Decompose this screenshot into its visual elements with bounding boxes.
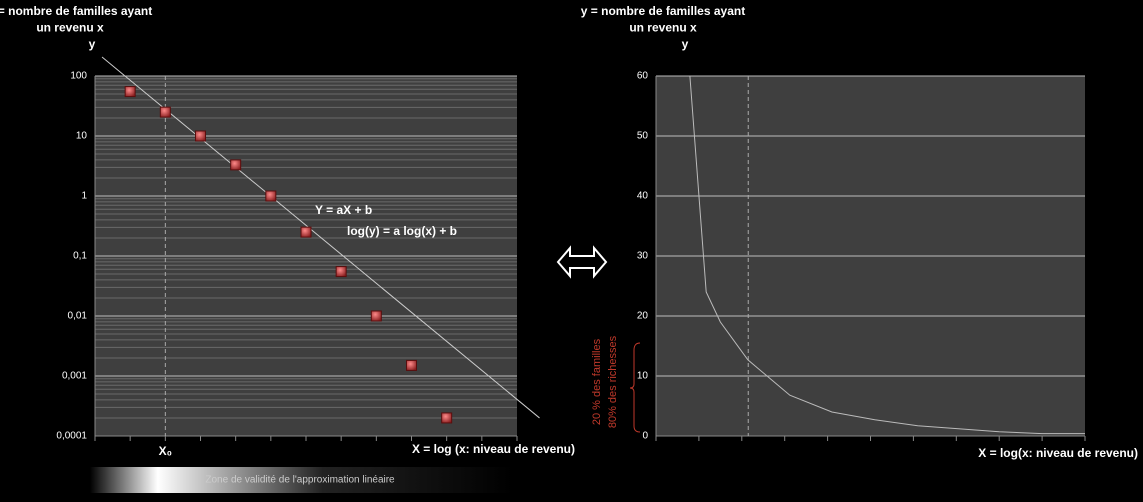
y-tick-label: 20 — [637, 311, 649, 322]
y-tick-label: 10 — [76, 131, 88, 142]
point — [441, 412, 453, 424]
title-line: y = nombre de familles ayant — [581, 4, 745, 18]
point — [300, 226, 312, 238]
x-axis-label: X = log(x: niveau de revenu) — [978, 446, 1138, 460]
title-line: un revenu x — [36, 21, 104, 35]
point — [159, 106, 171, 118]
annotation: log(y) = a log(x) + b — [347, 224, 457, 238]
trend-line — [101, 56, 540, 419]
point — [265, 190, 277, 202]
point — [406, 359, 417, 371]
y-tick-label: 30 — [637, 251, 649, 262]
title-line: y — [682, 37, 689, 51]
point — [124, 86, 136, 98]
y-tick-label: 10 — [637, 371, 649, 382]
point — [195, 130, 206, 142]
y-tick-label: 0,0001 — [56, 431, 87, 442]
y-tick-label: 50 — [637, 131, 649, 142]
y-tick-label: 40 — [637, 191, 649, 202]
x-marker-label: X₀ — [159, 444, 172, 458]
annotation: Y = aX + b — [315, 203, 372, 217]
y-tick-label: 60 — [637, 71, 649, 82]
title-line: un revenu x — [629, 21, 697, 35]
y-tick-label: 100 — [70, 71, 87, 82]
annotation: 20 % des familles — [591, 338, 603, 425]
brace — [629, 342, 641, 433]
zone-bar — [90, 467, 513, 493]
point — [230, 159, 242, 171]
y-tick-label: 1 — [81, 191, 87, 202]
point — [370, 310, 382, 322]
point — [335, 266, 347, 278]
x-axis-label: X = log (x: niveau de revenu) — [412, 442, 575, 456]
zone-label: Zone de validité de l'approximation liné… — [205, 475, 395, 486]
title-line: y — [89, 37, 96, 51]
y-tick-label: 0 — [642, 431, 648, 442]
curve — [689, 75, 1085, 435]
y-tick-label: 0,01 — [68, 311, 88, 322]
y-tick-label: 0,1 — [73, 251, 87, 262]
double-arrow — [556, 245, 608, 279]
annotation: 80% des richesses — [607, 335, 619, 428]
y-tick-label: 0,001 — [62, 371, 87, 382]
title-line: y = nombre de familles ayant — [0, 4, 152, 18]
